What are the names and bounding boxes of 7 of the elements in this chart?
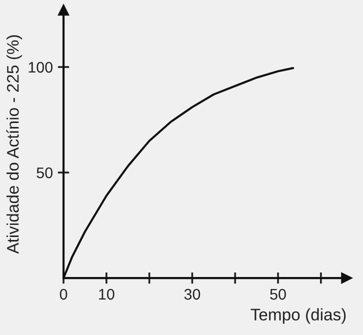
x-axis-title: Tempo (dias)	[250, 308, 346, 324]
x-tick-label: 30	[184, 288, 200, 300]
y-axis-title: Atividade do Actínio - 225 (%)	[6, 35, 22, 254]
y-tick-label: 100	[28, 62, 53, 73]
x-tick-label: 10	[99, 288, 114, 300]
x-tick-label: 50	[270, 288, 286, 300]
x-tick-label: 0	[60, 288, 68, 300]
